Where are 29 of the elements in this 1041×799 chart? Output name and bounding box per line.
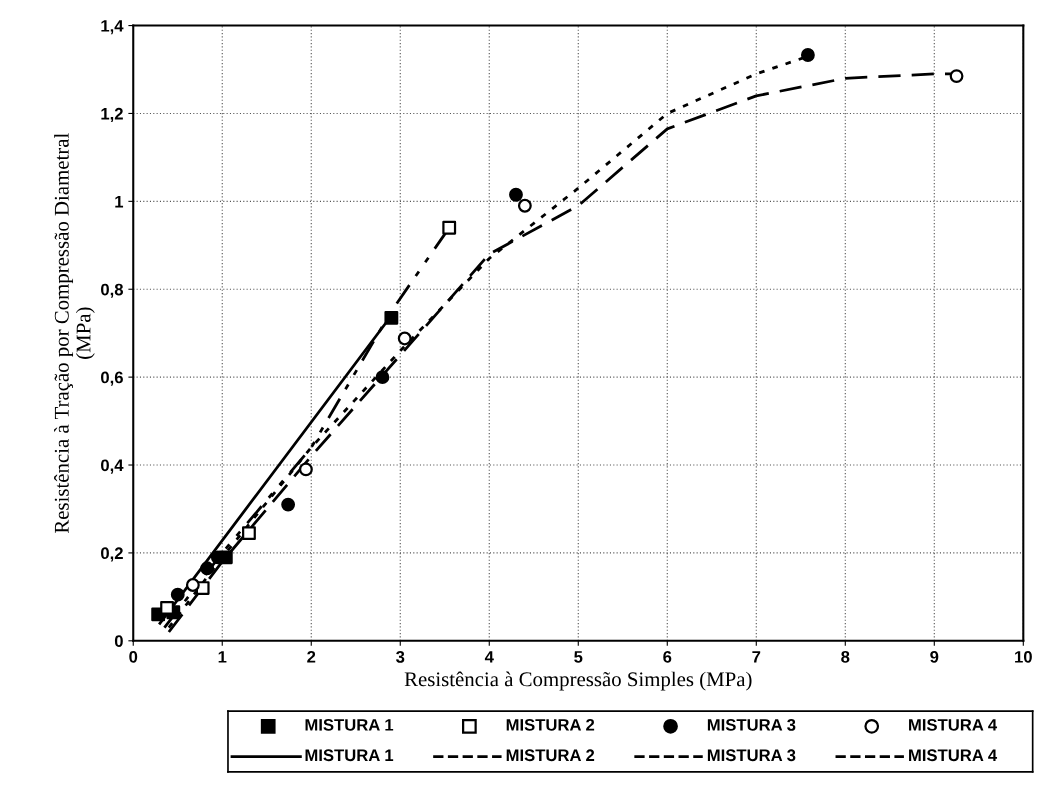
x-tick-label: 0 [129, 650, 138, 663]
x-tick-label: 9 [930, 650, 939, 663]
x-tick-label: 4 [484, 651, 494, 663]
legend-label: MISTURA 1 [305, 718, 394, 731]
y-tick-label: 0,8 [101, 283, 124, 298]
legend-label: MISTURA 3 [707, 718, 796, 731]
legend-label: MISTURA 2 [506, 749, 595, 762]
x-tick-label: 1 [218, 651, 227, 663]
y-tick-label: 1,2 [101, 107, 123, 123]
y-tick-label: 0,4 [101, 459, 124, 474]
y-tick-label: 0,2 [101, 547, 123, 562]
x-axis-title: Resistência à Compressão Simples (MPa) [404, 671, 752, 691]
x-tick-label: 5 [574, 651, 583, 663]
legend-label: MISTURA 1 [305, 749, 394, 762]
x-tick-label: 2 [307, 650, 316, 663]
legend-label: MISTURA 4 [909, 749, 998, 762]
y-tick-label: 1 [115, 195, 124, 208]
y-tick-label: 0 [114, 635, 123, 647]
x-tick-label: 10 [1015, 650, 1032, 663]
y-tick-label: 0,6 [101, 371, 123, 386]
x-tick-label: 3 [396, 650, 405, 663]
legend-label: MISTURA 2 [506, 718, 595, 731]
x-tick-label: 7 [752, 651, 761, 663]
legend-label: MISTURA 3 [707, 749, 796, 762]
x-tick-label: 6 [663, 650, 672, 663]
x-tick-label: 8 [841, 650, 850, 663]
legend-label: MISTURA 4 [909, 718, 998, 731]
y-tick-label: 1,4 [101, 20, 124, 35]
y-axis-title: Resistência à Tração por Compressão Diametral (MPa) [54, 133, 95, 534]
